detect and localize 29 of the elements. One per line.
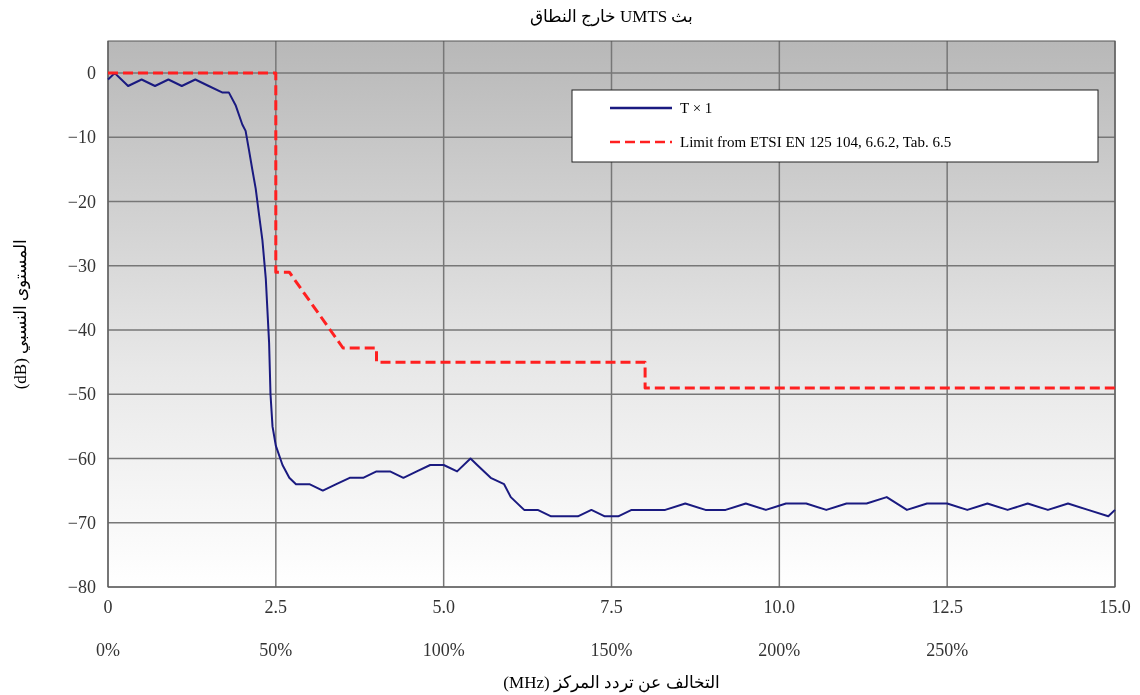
legend-label: Limit from ETSI EN 125 104, 6.6.2, Tab. 6.5	[680, 134, 952, 150]
x2-tick-label: 0%	[96, 640, 120, 660]
y-tick-label: −10	[67, 127, 96, 148]
x-axis-title: التخالف عن تردد المركز (MHz)	[503, 673, 720, 693]
y-tick-label: −30	[67, 255, 96, 276]
x-tick-label: 0	[103, 597, 113, 617]
y-tick-label: −50	[67, 384, 96, 405]
x-tick-label: 10.0	[763, 597, 796, 617]
y-tick-label: −70	[67, 512, 96, 533]
x-tick-label: 7.5	[600, 597, 623, 617]
x-tick-label: 15.0	[1099, 597, 1131, 617]
x2-tick-label: 100%	[422, 640, 465, 660]
x-tick-label: 2.5	[264, 597, 288, 617]
y-tick-label: −40	[67, 320, 96, 341]
x-tick-label: 5.0	[432, 597, 455, 617]
x2-tick-label: 50%	[259, 640, 293, 660]
x2-tick-label: 150%	[590, 640, 633, 660]
y-tick-label: −60	[67, 448, 96, 469]
y-tick-label: −20	[67, 191, 96, 212]
x-tick-label: 12.5	[931, 597, 963, 617]
line-series	[107, 72, 1116, 518]
y-tick-label: 0	[87, 63, 96, 84]
y-tick-label: −80	[67, 577, 96, 597]
x2-tick-label: 200%	[758, 640, 801, 660]
legend-label: T × 1	[680, 100, 713, 116]
y-axis-title: المستوى النسبي (dB)	[11, 238, 31, 390]
chart-title: بث UMTS خارج النطاق	[529, 7, 694, 27]
line-series	[106, 71, 1117, 390]
x2-tick-label: 250%	[926, 640, 969, 660]
